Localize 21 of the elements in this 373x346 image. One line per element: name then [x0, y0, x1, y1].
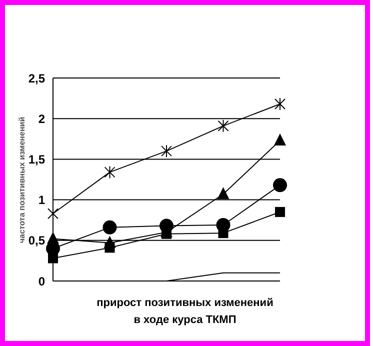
point [161, 144, 172, 158]
point [104, 166, 116, 179]
point [102, 220, 117, 234]
y-axis-title: частота позитивных изменений [18, 116, 26, 244]
y-tick-label: 2 [38, 112, 46, 126]
point [104, 242, 115, 253]
y-tick-label: 1,5 [28, 152, 46, 166]
y-tick-label: 0 [38, 274, 46, 288]
y-tick-label: 2,5 [28, 71, 46, 86]
point [218, 228, 228, 238]
y-tick-label: 1 [38, 193, 46, 208]
x-axis-title: прирост позитивных изменений в ходе курса ТКМП [96, 296, 274, 328]
point [275, 206, 285, 217]
point [274, 97, 286, 110]
y-tick-label: 0,5 [28, 234, 46, 248]
point [273, 178, 287, 192]
point [48, 253, 58, 264]
point [218, 119, 229, 132]
point [274, 134, 286, 146]
point [48, 207, 58, 220]
point [217, 187, 230, 200]
